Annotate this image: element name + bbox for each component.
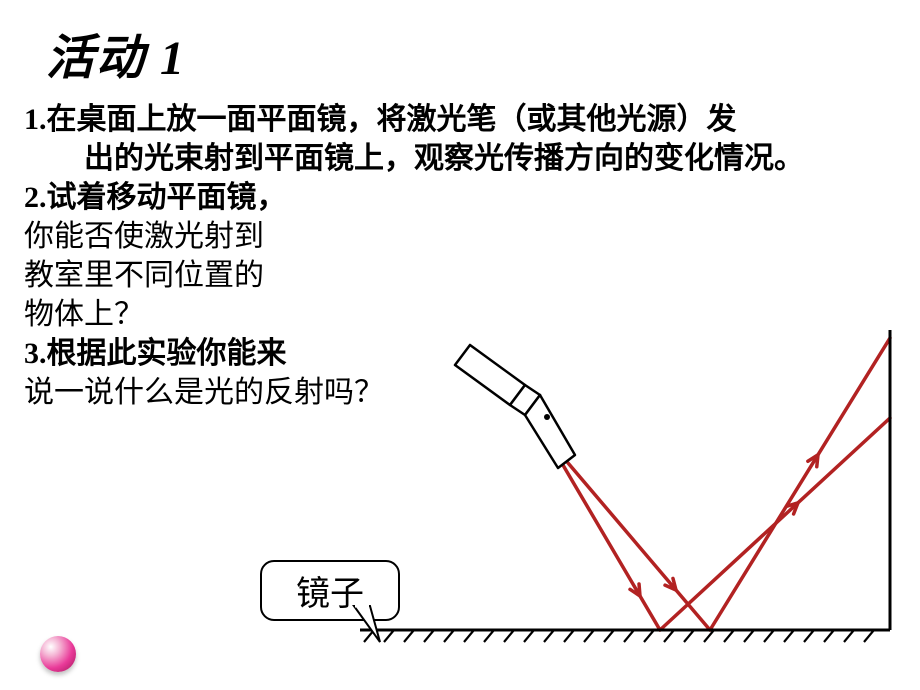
line-1b: 出的光束射到平面镜上，观察光传播方向的变化情况。 (84, 142, 804, 175)
line-3: 你能否使激光射到 (24, 220, 264, 253)
line-1a: 1.在桌面上放一面平面镜，将激光笔（或其他光源）发 (24, 103, 737, 136)
line-4: 教室里不同位置的 (24, 259, 264, 292)
line-7: 说一说什么是光的反射吗？ (24, 376, 384, 409)
slide-title: 活动 1 (46, 18, 186, 88)
line-5: 物体上？ (24, 298, 144, 331)
mirror-label-tail (352, 604, 402, 654)
line-2: 2.试着移动平面镜， (24, 181, 287, 214)
decorative-ball-icon (40, 636, 76, 672)
line-6: 3.根据此实验你能来 (24, 337, 287, 370)
reflection-diagram (350, 290, 900, 645)
